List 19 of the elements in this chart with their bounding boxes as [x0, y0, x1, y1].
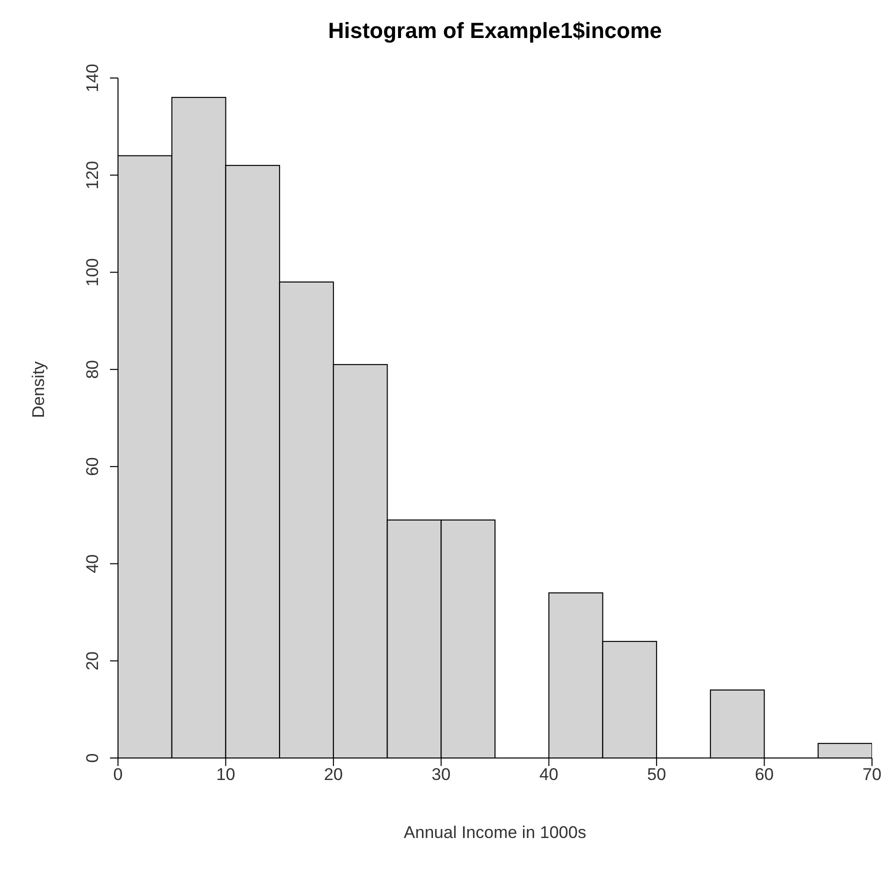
x-tick-label: 20	[324, 765, 343, 784]
y-tick-label: 100	[83, 258, 102, 286]
y-tick-label: 60	[83, 457, 102, 476]
y-tick-label: 120	[83, 160, 102, 190]
y-axis-title: Density	[29, 360, 48, 418]
x-tick-label: 10	[216, 765, 236, 784]
y-tick-label: 0	[83, 753, 102, 763]
y-tick-label: 140	[83, 64, 102, 92]
x-tick-label: 40	[539, 765, 558, 784]
y-tick-label: 20	[83, 651, 102, 670]
x-tick-label: 70	[862, 765, 882, 784]
x-tick-label: 60	[754, 765, 774, 784]
chart-title: Histogram of Example1$income	[327, 18, 663, 44]
x-tick-label: 50	[647, 765, 666, 784]
x-tick-label: 0	[113, 765, 123, 784]
y-tick-label: 40	[83, 554, 102, 574]
y-tick-label: 80	[83, 360, 102, 379]
x-tick-label: 30	[432, 765, 451, 784]
x-axis-title: Annual Income in 1000s	[404, 823, 586, 842]
